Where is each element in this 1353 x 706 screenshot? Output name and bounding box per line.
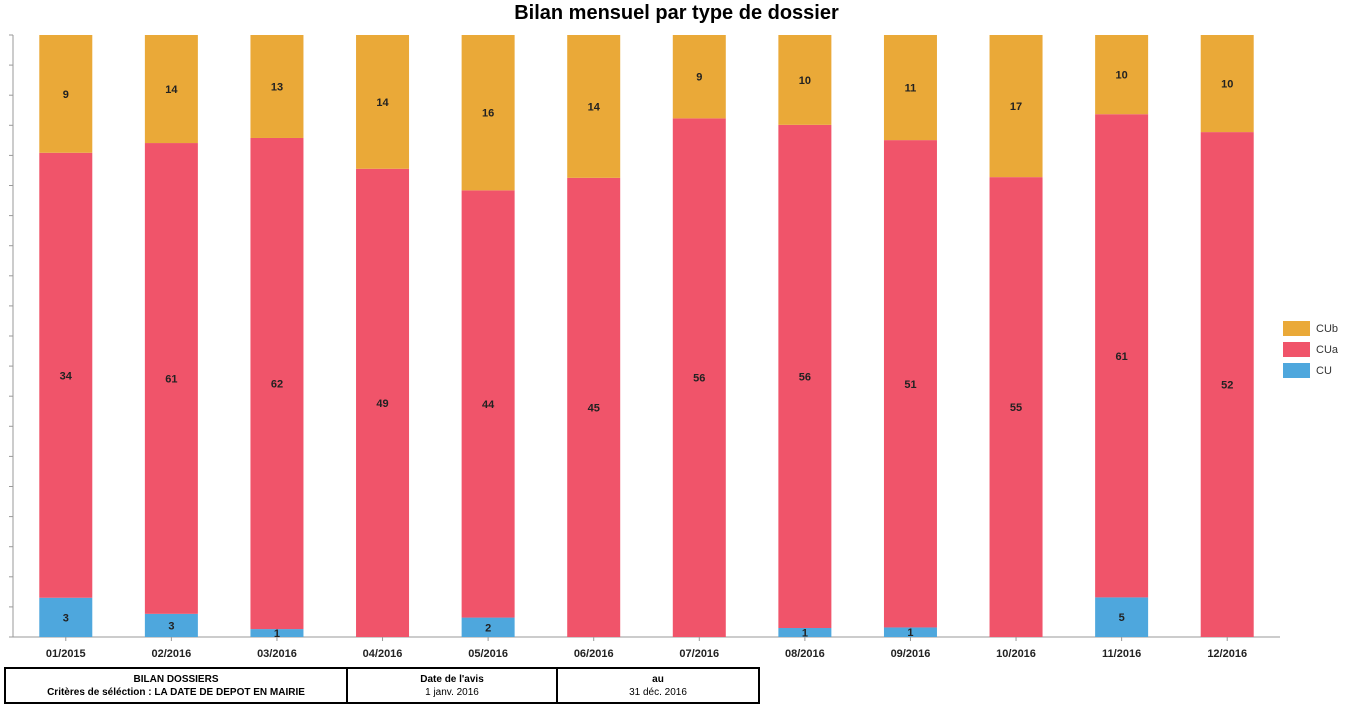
legend-label-cua: CUa (1316, 343, 1339, 356)
data-label-cub: 10 (1116, 70, 1128, 82)
start-date-value: 1 janv. 2016 (425, 686, 479, 698)
legend-swatch-cu (1283, 363, 1310, 378)
x-tick-label: 02/2016 (151, 648, 191, 660)
start-date-label: Date de l'avis (420, 673, 484, 685)
start-date-cell: Date de l'avis 1 janv. 2016 (346, 667, 558, 704)
data-label-cua: 52 (1221, 380, 1233, 392)
bar-segment-cu (1095, 597, 1149, 637)
x-tick-label: 05/2016 (468, 648, 508, 660)
data-label-cua: 62 (271, 379, 283, 391)
data-label-cub: 10 (799, 75, 811, 87)
data-label-cub: 14 (376, 97, 389, 109)
data-label-cua: 51 (904, 379, 916, 391)
data-label-cu: 1 (907, 627, 913, 639)
bar-segment-cua (356, 168, 410, 637)
legend-swatch-cua (1283, 342, 1310, 357)
data-label-cub: 14 (165, 84, 178, 96)
bar-segment-cua (1095, 114, 1149, 598)
bar-segment-cua (778, 124, 832, 629)
legend-item-cua: CUa (1283, 339, 1338, 360)
legend: CUb CUa CU (1283, 318, 1338, 381)
data-label-cub: 10 (1221, 79, 1233, 91)
x-tick-label: 06/2016 (574, 648, 614, 660)
data-label-cu: 2 (485, 622, 491, 634)
bar-segment-cua (1200, 132, 1254, 637)
x-tick-label: 10/2016 (996, 648, 1036, 660)
bar-segment-cua (250, 137, 304, 630)
data-label-cua: 44 (482, 399, 495, 411)
bar-segment-cua (39, 152, 93, 598)
end-date-label: au (652, 673, 664, 685)
legend-item-cub: CUb (1283, 318, 1338, 339)
bar-segment-cua (989, 177, 1043, 637)
bar-segment-cu (144, 613, 198, 637)
data-label-cu: 1 (802, 628, 808, 640)
data-label-cua: 49 (376, 398, 388, 410)
bar-segment-cub (356, 35, 410, 169)
bar-segment-cu (883, 627, 937, 637)
legend-swatch-cub (1283, 321, 1310, 336)
x-tick-label: 12/2016 (1207, 648, 1247, 660)
bar-segment-cua (567, 177, 621, 637)
bar-segment-cub (672, 35, 726, 119)
bar-segment-cub (989, 35, 1043, 178)
x-tick-label: 03/2016 (257, 648, 297, 660)
bar-segment-cub (1200, 35, 1254, 133)
bar-segment-cub (778, 35, 832, 125)
bar-segment-cub (567, 35, 621, 178)
data-label-cua: 61 (165, 373, 177, 385)
data-label-cua: 56 (693, 373, 705, 385)
data-label-cua: 55 (1010, 402, 1022, 414)
x-tick-label: 11/2016 (1102, 648, 1141, 660)
x-tick-label: 08/2016 (785, 648, 825, 660)
data-label-cub: 9 (63, 89, 69, 101)
data-label-cu: 3 (168, 620, 174, 632)
data-label-cu: 5 (1119, 612, 1125, 624)
x-tick-label: 01/2015 (46, 648, 86, 660)
bar-segment-cub (144, 35, 198, 144)
data-label-cu: 1 (274, 628, 280, 640)
stacked-bar-chart: 334901/20153611402/20161621303/201649140… (9, 34, 1280, 660)
data-label-cu: 3 (63, 612, 69, 624)
legend-label-cu: CU (1316, 364, 1332, 377)
bar-segment-cua (672, 118, 726, 638)
bar-segment-cu (250, 629, 304, 637)
bar-segment-cub (883, 35, 937, 141)
bar-segment-cu (778, 628, 832, 637)
data-label-cua: 45 (588, 402, 600, 414)
bilan-dossiers-title: BILAN DOSSIERS (133, 673, 219, 685)
bar-segment-cub (1095, 35, 1149, 115)
bar-segment-cua (883, 140, 937, 628)
bar-segment-cub (39, 35, 93, 153)
chart-title: Bilan mensuel par type de dossier (514, 2, 839, 24)
bar-segment-cu (39, 597, 93, 637)
data-label-cub: 11 (905, 83, 917, 95)
report-criteria-table: BILAN DOSSIERS Critères de séléction : L… (4, 667, 760, 704)
bar-segment-cub (461, 35, 515, 191)
bar-segment-cub (250, 35, 304, 138)
x-tick-label: 04/2016 (363, 648, 403, 660)
x-tick-label: 07/2016 (679, 648, 719, 660)
selection-criteria: Critères de séléction : LA DATE DE DEPOT… (47, 686, 305, 698)
legend-label-cub: CUb (1316, 322, 1339, 335)
legend-item-cu: CU (1283, 360, 1338, 381)
data-label-cua: 34 (60, 370, 73, 382)
bar-segment-cua (461, 190, 515, 618)
bar-segment-cua (144, 143, 198, 614)
data-label-cub: 14 (588, 101, 601, 113)
data-label-cua: 61 (1116, 351, 1128, 363)
data-label-cub: 17 (1010, 101, 1022, 113)
end-date-value: 31 déc. 2016 (629, 686, 687, 698)
data-label-cua: 56 (799, 371, 811, 383)
data-label-cub: 9 (696, 72, 702, 84)
data-label-cub: 16 (482, 108, 494, 120)
bar-segment-cu (461, 617, 515, 637)
x-tick-label: 09/2016 (891, 648, 931, 660)
end-date-cell: au 31 déc. 2016 (556, 667, 760, 704)
criteria-cell: BILAN DOSSIERS Critères de séléction : L… (4, 667, 348, 704)
data-label-cub: 13 (271, 81, 283, 93)
